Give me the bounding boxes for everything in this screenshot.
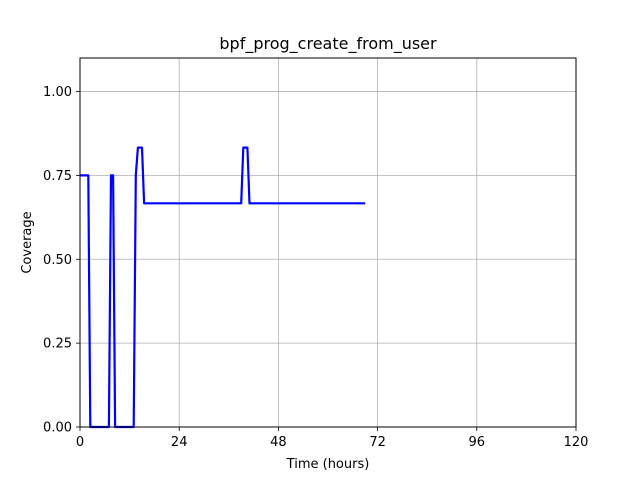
y-axis-label: Coverage (20, 211, 35, 273)
series-layer (80, 146, 366, 429)
x-tick-label: 120 (564, 435, 589, 450)
y-tick-label: 0.75 (43, 169, 72, 184)
x-axis-label: Time (hours) (286, 457, 370, 472)
x-tick-label: 0 (76, 435, 84, 450)
axis-ticks: 0 24 48 72 96 120 0.00 0.25 0.50 0.75 1.00 (43, 85, 588, 450)
coverage-series-line (80, 146, 366, 429)
x-tick-label: 96 (469, 435, 486, 450)
x-tick-label: 72 (369, 435, 386, 450)
y-tick-label: 0.00 (43, 421, 72, 436)
y-tick-label: 1.00 (43, 85, 72, 100)
plot-frame (79, 57, 577, 428)
y-tick-label: 0.50 (43, 253, 72, 268)
y-tick-label: 0.25 (43, 337, 72, 352)
chart-title: bpf_prog_create_from_user (219, 34, 437, 54)
x-tick-label: 24 (171, 435, 188, 450)
x-tick-label: 48 (270, 435, 287, 450)
